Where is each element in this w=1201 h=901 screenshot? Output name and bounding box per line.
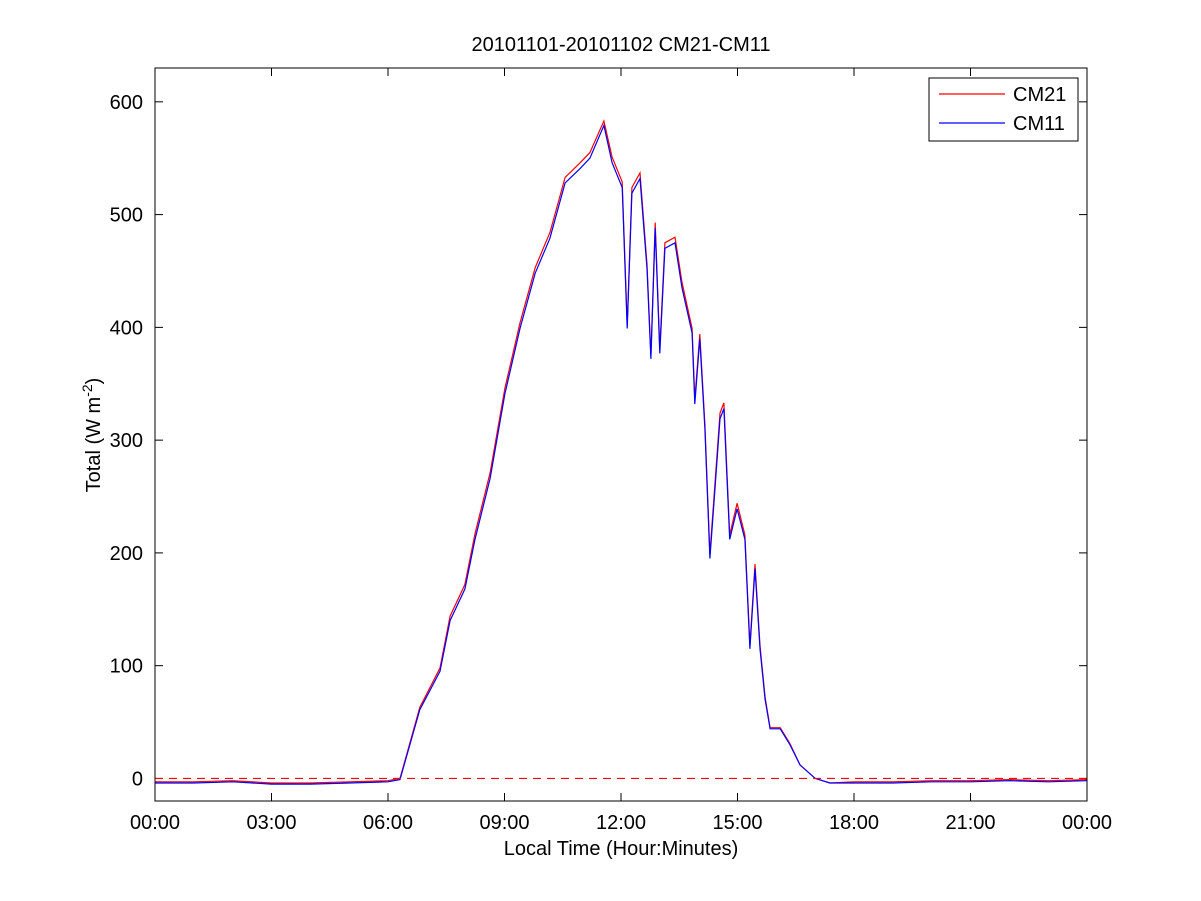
y-label-sup: -2: [79, 384, 95, 397]
plot-area: [155, 68, 1087, 801]
axes-frame: [154, 67, 1088, 802]
y-label-text: Total (W m: [83, 397, 105, 493]
y-label-end: ): [83, 378, 105, 385]
x-tick-label: 09:00: [479, 812, 529, 834]
y-tick-label: 400: [110, 317, 143, 339]
x-tick-label: 06:00: [363, 812, 413, 834]
x-tick-label: 03:00: [246, 812, 296, 834]
x-axis-label: Local Time (Hour:Minutes): [504, 838, 739, 860]
y-tick-label: 500: [110, 205, 143, 227]
x-tick-label: 12:00: [596, 812, 646, 834]
x-tick-label: 21:00: [945, 812, 995, 834]
y-tick-label: 300: [110, 430, 143, 452]
legend-label: CM11: [1013, 113, 1065, 135]
y-tick-label: 200: [110, 543, 143, 565]
x-tick-label: 00:00: [1062, 812, 1112, 834]
y-axis-label: Total (W m-2): [79, 378, 105, 493]
y-tick-label: 600: [110, 92, 143, 114]
chart-title: 20101101-20101102 CM21-CM11: [471, 34, 770, 56]
legend-label: CM21: [1013, 84, 1066, 106]
legend-box: [928, 77, 1079, 142]
y-tick-label: 0: [132, 768, 143, 790]
series-line: [155, 123, 1087, 785]
x-tick-label: 18:00: [829, 812, 879, 834]
x-tick-label: 00:00: [130, 812, 180, 834]
y-tick-label: 100: [110, 656, 143, 678]
x-tick-label: 15:00: [712, 812, 762, 834]
